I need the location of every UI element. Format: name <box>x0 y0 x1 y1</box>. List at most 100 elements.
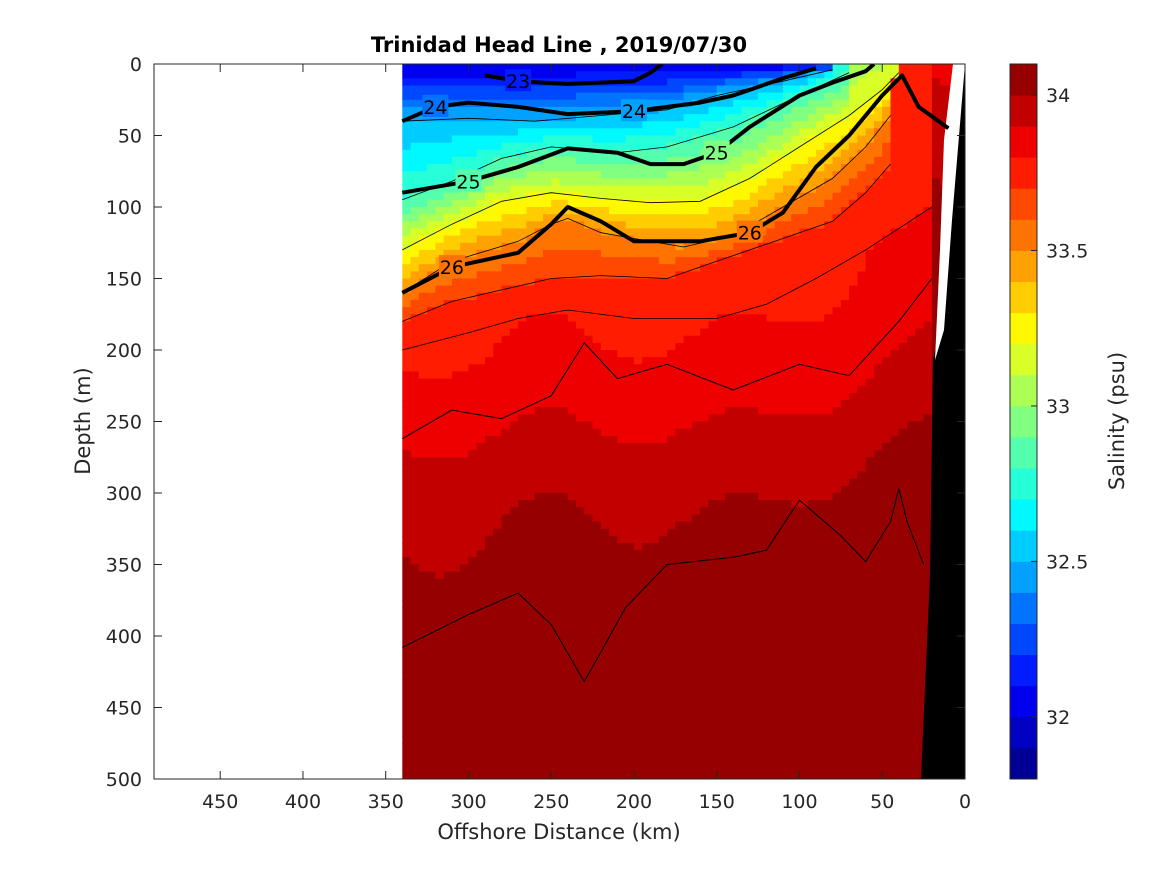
salinity-cell <box>559 278 569 287</box>
salinity-cell <box>493 271 503 280</box>
salinity-cell <box>634 92 643 101</box>
salinity-cell <box>758 571 767 580</box>
salinity-cell <box>509 578 519 587</box>
salinity-cell <box>634 657 643 666</box>
salinity-cell <box>501 207 511 215</box>
salinity-cell <box>766 757 776 766</box>
salinity-cell <box>716 743 726 751</box>
salinity-cell <box>443 156 453 165</box>
salinity-cell <box>782 585 792 594</box>
salinity-cell <box>725 350 734 358</box>
salinity-cell <box>658 392 668 401</box>
salinity-cell <box>617 271 627 280</box>
salinity-cell <box>509 242 519 251</box>
salinity-cell <box>526 314 536 322</box>
salinity-cell <box>799 350 809 358</box>
salinity-cell <box>807 106 817 115</box>
salinity-cell <box>766 300 776 308</box>
salinity-cell <box>700 564 710 573</box>
salinity-cell <box>625 700 635 709</box>
salinity-cell <box>774 192 784 201</box>
salinity-cell <box>642 85 652 94</box>
salinity-cell <box>493 207 503 215</box>
salinity-cell <box>791 414 801 423</box>
salinity-cell <box>658 142 668 151</box>
salinity-cell <box>435 464 445 473</box>
salinity-cell <box>592 207 602 215</box>
salinity-cell <box>493 500 503 508</box>
salinity-cell <box>526 199 536 208</box>
salinity-cell <box>410 493 420 501</box>
salinity-cell <box>766 557 776 566</box>
salinity-cell <box>617 621 627 630</box>
salinity-cell <box>476 528 486 537</box>
salinity-cell <box>691 721 701 730</box>
salinity-cell <box>766 149 776 158</box>
salinity-cell <box>476 614 486 623</box>
salinity-cell <box>642 771 652 779</box>
salinity-cell <box>609 378 619 387</box>
salinity-cell <box>493 607 503 616</box>
salinity-cell <box>518 607 527 616</box>
salinity-cell <box>741 478 751 487</box>
salinity-cell <box>468 249 478 258</box>
salinity-cell <box>534 443 544 451</box>
salinity-cell <box>799 600 809 608</box>
salinity-cell <box>427 142 436 151</box>
salinity-cell <box>418 535 428 544</box>
salinity-cell <box>559 443 569 451</box>
salinity-cell <box>501 443 511 451</box>
salinity-cell <box>799 700 809 709</box>
salinity-cell <box>799 135 809 144</box>
salinity-cell <box>476 135 486 144</box>
salinity-cell <box>782 535 792 544</box>
salinity-cell <box>451 585 461 594</box>
salinity-cell <box>725 521 734 530</box>
salinity-cell <box>675 257 685 265</box>
salinity-cell <box>542 764 552 773</box>
salinity-cell <box>584 521 594 530</box>
salinity-cell <box>642 478 652 487</box>
salinity-cell <box>485 736 494 744</box>
salinity-cell <box>766 443 776 451</box>
salinity-cell <box>460 643 470 651</box>
salinity-cell <box>708 207 718 215</box>
salinity-cell <box>716 657 726 666</box>
salinity-cell <box>567 521 577 530</box>
salinity-cell <box>625 650 635 658</box>
salinity-cell <box>683 207 693 215</box>
salinity-cell <box>609 192 619 201</box>
salinity-cell <box>584 686 594 694</box>
salinity-cell <box>691 729 701 737</box>
salinity-cell <box>667 106 676 115</box>
salinity-cell <box>485 600 494 608</box>
salinity-cell <box>468 307 478 315</box>
salinity-cell <box>418 507 428 516</box>
salinity-cell <box>774 528 784 537</box>
salinity-cell <box>402 714 412 723</box>
salinity-cell <box>501 199 511 208</box>
salinity-cell <box>526 743 536 751</box>
salinity-cell <box>410 171 420 180</box>
salinity-cell <box>625 257 635 265</box>
salinity-cell <box>559 507 569 516</box>
salinity-cell <box>551 557 561 566</box>
salinity-cell <box>526 478 536 487</box>
salinity-cell <box>509 221 519 230</box>
salinity-cell <box>650 149 660 158</box>
salinity-cell <box>658 764 668 773</box>
salinity-cell <box>576 600 585 608</box>
salinity-cell <box>592 514 602 523</box>
salinity-cell <box>576 178 585 187</box>
salinity-cell <box>493 593 503 601</box>
salinity-cell <box>576 729 585 737</box>
salinity-cell <box>691 771 701 779</box>
salinity-cell <box>667 757 676 766</box>
salinity-cell <box>807 285 817 294</box>
salinity-cell <box>749 357 759 365</box>
salinity-cell <box>451 285 461 294</box>
salinity-cell <box>526 693 536 701</box>
salinity-cell <box>427 264 436 272</box>
salinity-cell <box>658 285 668 294</box>
salinity-cell <box>493 371 503 380</box>
